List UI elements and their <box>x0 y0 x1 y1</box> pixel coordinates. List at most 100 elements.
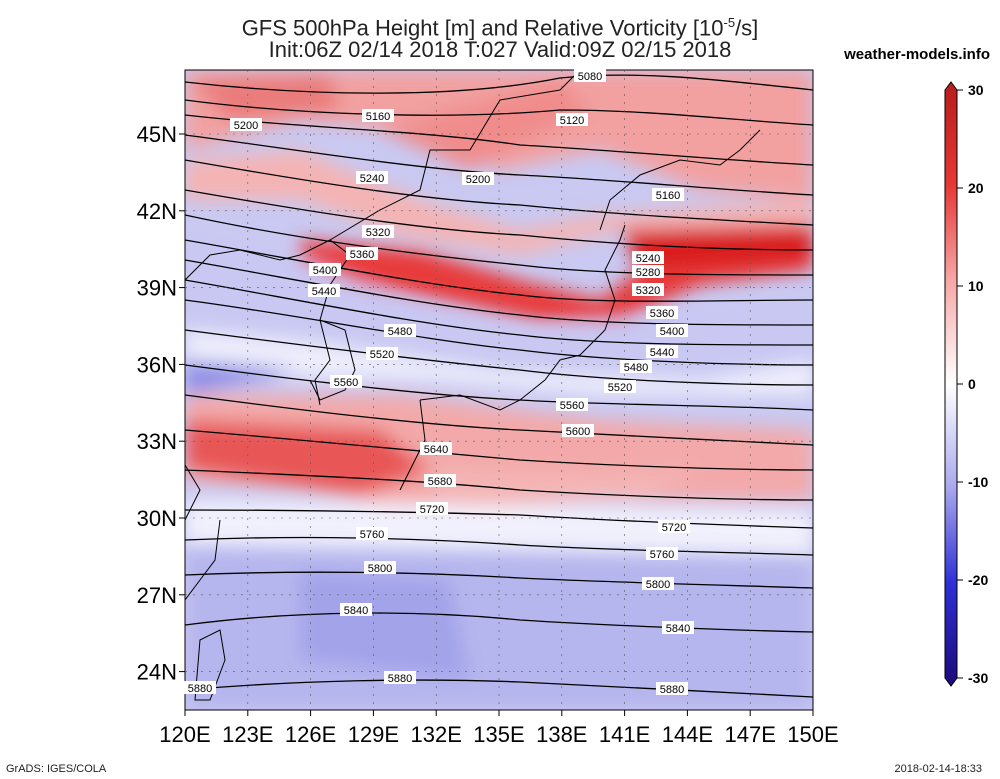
contour-line <box>185 259 813 326</box>
contour-label: 5400 <box>660 326 684 338</box>
chart-title-line2: Init:06Z 02/14 2018 T:027 Valid:09Z 02/1… <box>268 37 732 62</box>
contour-label-bg <box>356 171 388 184</box>
contour-label-bg <box>556 113 588 126</box>
contour-label: 5440 <box>650 347 674 359</box>
contour-label-bg <box>362 109 394 122</box>
contour-label: 5760 <box>650 549 674 561</box>
contour-label: 5400 <box>313 265 337 277</box>
lon-label: 132E <box>411 722 462 747</box>
contour-line <box>185 159 813 226</box>
contour-label: 5560 <box>334 377 358 389</box>
contour-label: 5440 <box>312 286 336 298</box>
contour-label-bg <box>184 681 216 694</box>
contour-label-bg <box>652 188 684 201</box>
lon-label: 150E <box>787 722 838 747</box>
contour-line <box>185 189 813 251</box>
lon-label: 141E <box>599 722 650 747</box>
contour-line <box>185 239 813 302</box>
colorbar-label: -10 <box>968 474 988 490</box>
lat-label: 36N <box>137 352 177 377</box>
colorbar-gradient <box>944 81 958 687</box>
contour-line <box>185 214 813 276</box>
contour-label-bg <box>562 424 594 437</box>
contour-label: 5840 <box>344 605 368 617</box>
contour-label: 5880 <box>388 673 412 685</box>
contour-label-bg <box>646 547 678 560</box>
contour-label-bg <box>646 306 678 319</box>
contour-label: 5160 <box>656 190 680 202</box>
lon-label: 135E <box>473 722 524 747</box>
contour-label-bg <box>462 172 494 185</box>
contour-label: 5240 <box>360 173 384 185</box>
chart-title-line1: GFS 500hPa Height [m] and Relative Vorti… <box>241 15 759 41</box>
lon-label: 120E <box>159 722 210 747</box>
contour-label-bg <box>230 118 262 131</box>
contour-labels: 5080 5120 5160 5160 5200 5200 5240 5240 5280 5320… <box>184 69 694 696</box>
colorbar-label: 0 <box>968 376 976 392</box>
contour-label: 5320 <box>636 285 660 297</box>
lat-label: 27N <box>137 583 177 608</box>
contour-label-bg <box>642 577 674 590</box>
contour-label: 5840 <box>666 623 690 635</box>
lon-label: 138E <box>536 722 587 747</box>
contour-label: 5880 <box>660 684 684 696</box>
lon-label: 129E <box>348 722 399 747</box>
contour-label: 5360 <box>350 249 374 261</box>
contour-label-bg <box>656 324 688 337</box>
contour-label-bg <box>384 671 416 684</box>
contour-line <box>185 99 813 126</box>
contour-label: 5520 <box>370 349 394 361</box>
lat-label: 42N <box>137 199 177 224</box>
contour-label: 5160 <box>366 111 390 123</box>
contour-label: 5800 <box>368 563 392 575</box>
lon-label: 123E <box>222 722 273 747</box>
contour-label: 5200 <box>466 174 490 186</box>
contour-label: 5880 <box>188 683 212 695</box>
contour-label-bg <box>340 603 372 616</box>
colorbar: 30 20 10 0 -10 -20 -30 <box>944 81 988 687</box>
contour-label-bg <box>646 345 678 358</box>
contour-label: 5560 <box>560 400 584 412</box>
contour-line <box>185 299 813 366</box>
colorbar-label: -30 <box>968 670 988 686</box>
contour-label: 5720 <box>662 522 686 534</box>
render-timestamp: 2018-02-14-18:33 <box>894 763 982 775</box>
contour-label-bg <box>662 621 694 634</box>
contour-label: 5640 <box>424 444 448 456</box>
contour-label-bg <box>308 284 340 297</box>
contour-label-bg <box>632 265 664 278</box>
contour-label-bg <box>416 502 448 515</box>
contour-line <box>185 279 813 346</box>
contour-label-bg <box>656 682 688 695</box>
colorbar-label: 30 <box>968 82 984 98</box>
contour-label-bg <box>364 561 396 574</box>
contour-label: 5680 <box>428 476 452 488</box>
contour-label-bg <box>556 398 588 411</box>
contour-label-bg <box>424 474 456 487</box>
contour-label: 5360 <box>650 308 674 320</box>
contour-label-bg <box>366 347 398 360</box>
contour-label: 5120 <box>560 115 584 127</box>
lon-label: 144E <box>662 722 713 747</box>
contour-line <box>185 612 813 633</box>
colorbar-label: 20 <box>968 180 984 196</box>
contour-label-bg <box>362 225 394 238</box>
contour-label-bg <box>346 247 378 260</box>
contour-label: 5080 <box>578 71 602 83</box>
contour-label-bg <box>420 442 452 455</box>
height-contours <box>185 74 813 698</box>
coastlines <box>185 70 761 701</box>
lat-label: 24N <box>137 660 177 685</box>
contour-line <box>185 394 813 446</box>
colorbar-labels: 30 20 10 0 -10 -20 -30 <box>957 82 988 686</box>
contour-label: 5520 <box>608 382 632 394</box>
lat-label: 39N <box>137 276 177 301</box>
lat-label: 33N <box>137 429 177 454</box>
contour-label: 5280 <box>636 267 660 279</box>
contour-label-bg <box>330 375 362 388</box>
site-watermark: weather-models.info <box>844 46 990 63</box>
lon-label: 126E <box>285 722 336 747</box>
contour-label-bg <box>658 520 690 533</box>
lat-label: 30N <box>137 506 177 531</box>
contour-line <box>185 679 813 698</box>
